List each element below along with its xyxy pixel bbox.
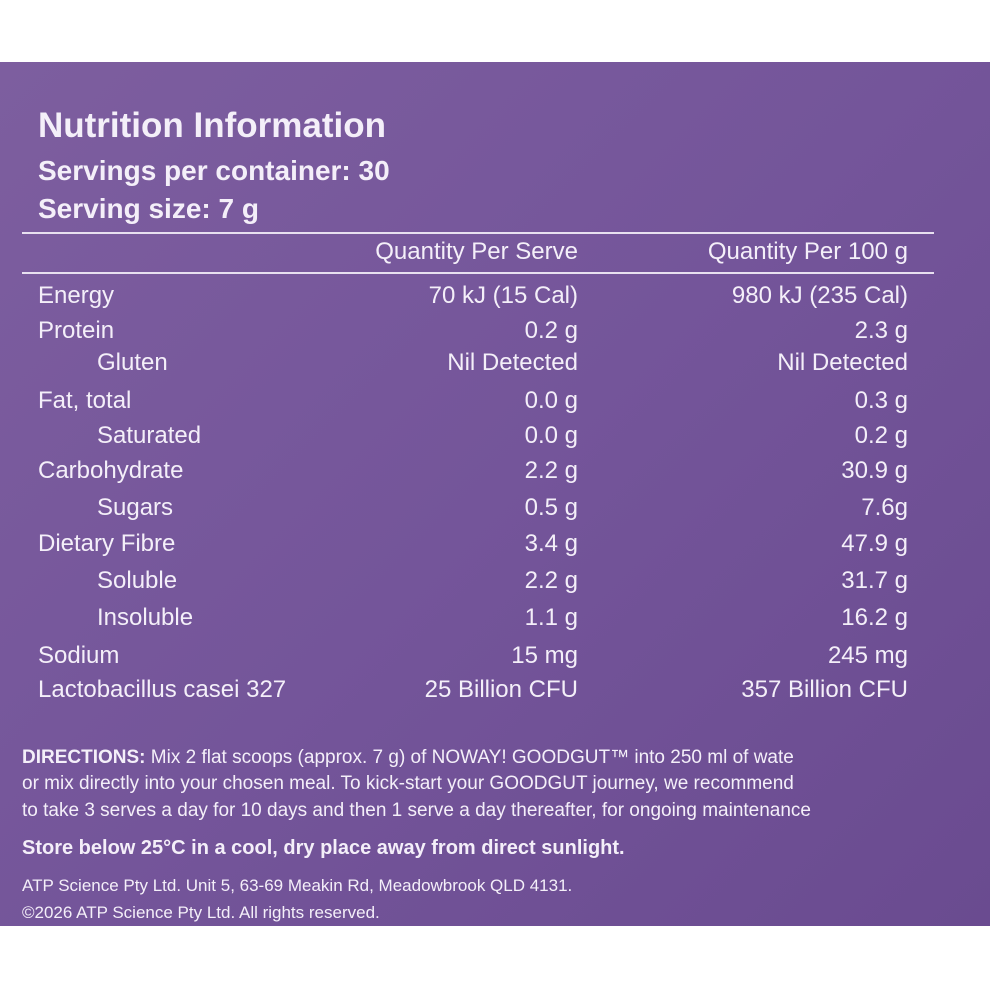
nutrient-value: 70 kJ (15 Cal) bbox=[428, 282, 578, 309]
rule bbox=[22, 232, 934, 234]
directions-text: Mix 2 flat scoops (approx. 7 g) of NOWAY… bbox=[150, 747, 794, 768]
servings: Servings per container: 30 bbox=[38, 155, 390, 186]
nutrient-value: 0.2 g bbox=[524, 317, 578, 344]
title: Nutrition Information bbox=[38, 106, 387, 145]
column-header: Quantity Per 100 g bbox=[707, 238, 908, 265]
nutrient-name: Sugars bbox=[97, 494, 174, 521]
nutrient-value: 0.2 g bbox=[854, 422, 908, 449]
nutrient-name: Sodium bbox=[38, 642, 120, 669]
nutrient-value: 47.9 g bbox=[841, 530, 908, 557]
nutrient-value: 30.9 g bbox=[841, 457, 908, 484]
directions-text: to take 3 serves a day for 10 days and t… bbox=[22, 800, 812, 821]
nutrient-value: 25 Billion CFU bbox=[424, 676, 578, 703]
nutrient-value: 0.0 g bbox=[524, 422, 578, 449]
nutrient-value: 2.3 g bbox=[854, 317, 908, 344]
nutrient-name: Insoluble bbox=[97, 604, 194, 631]
nutrient-value: 0.5 g bbox=[524, 494, 578, 521]
directions-label: DIRECTIONS: bbox=[22, 747, 146, 768]
nutrient-value: Nil Detected bbox=[777, 349, 908, 376]
serving-size: Serving size: 7 g bbox=[38, 193, 259, 224]
directions-text: or mix directly into your chosen meal. T… bbox=[22, 773, 794, 794]
nutrient-name: Soluble bbox=[97, 567, 178, 594]
rule bbox=[22, 272, 934, 274]
nutrient-value: 16.2 g bbox=[841, 604, 908, 631]
copyright: ©2026 ATP Science Pty Ltd. All rights re… bbox=[22, 903, 380, 922]
nutrient-value: 31.7 g bbox=[841, 567, 908, 594]
nutrient-value: 2.2 g bbox=[524, 457, 578, 484]
nutrient-value: 980 kJ (235 Cal) bbox=[731, 282, 908, 309]
nutrient-name: Fat, total bbox=[38, 387, 132, 414]
nutrient-value: 245 mg bbox=[827, 642, 908, 669]
storage: Store below 25°C in a cool, dry place aw… bbox=[22, 837, 625, 859]
nutrient-name: Protein bbox=[38, 317, 115, 344]
nutrient-value: Nil Detected bbox=[447, 349, 578, 376]
nutrient-name: Carbohydrate bbox=[38, 457, 184, 484]
address: ATP Science Pty Ltd. Unit 5, 63-69 Meaki… bbox=[22, 876, 573, 895]
nutrient-value: 0.0 g bbox=[524, 387, 578, 414]
nutrient-name: Energy bbox=[38, 282, 115, 309]
nutrient-value: 15 mg bbox=[511, 642, 578, 669]
nutrient-value: 0.3 g bbox=[854, 387, 908, 414]
nutrient-value: 2.2 g bbox=[524, 567, 578, 594]
nutrient-name: Dietary Fibre bbox=[38, 530, 176, 557]
nutrient-name: Gluten bbox=[97, 349, 168, 376]
directions: DIRECTIONS: Mix 2 flat scoops (approx. 7… bbox=[22, 748, 794, 767]
nutrient-name: Saturated bbox=[97, 422, 202, 449]
nutrient-value: 1.1 g bbox=[524, 604, 578, 631]
nutrient-name: Lactobacillus casei 327 bbox=[38, 676, 287, 703]
label-panel: Nutrition Information Servings per conta… bbox=[0, 62, 990, 926]
nutrient-value: 7.6g bbox=[861, 494, 908, 521]
nutrient-value: 357 Billion CFU bbox=[741, 676, 908, 703]
column-header: Quantity Per Serve bbox=[375, 238, 578, 265]
nutrient-value: 3.4 g bbox=[524, 530, 578, 557]
